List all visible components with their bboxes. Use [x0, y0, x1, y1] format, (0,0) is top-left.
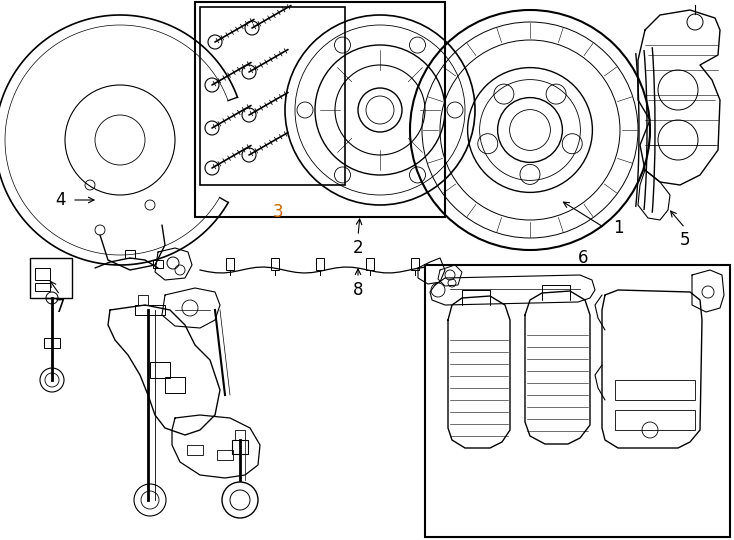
Bar [35, 268, 50, 280]
Text: 7: 7 [55, 298, 65, 316]
Bar [226, 258, 234, 270]
Bar [271, 258, 279, 270]
Bar [232, 440, 248, 454]
Bar [153, 260, 163, 268]
Bar [615, 380, 695, 400]
Text: 5: 5 [680, 231, 690, 249]
Bar [411, 258, 419, 270]
Text: 3: 3 [273, 203, 283, 221]
Bar [135, 305, 165, 315]
Bar [44, 338, 60, 348]
Bar [235, 430, 245, 440]
Bar [217, 450, 233, 460]
Text: 4: 4 [55, 191, 65, 209]
Text: 1: 1 [613, 219, 623, 237]
Bar [165, 377, 185, 393]
Text: 8: 8 [353, 281, 363, 299]
Bar [615, 410, 695, 430]
Text: 6: 6 [578, 249, 588, 267]
Bar [425, 265, 730, 537]
Bar [187, 445, 203, 455]
Bar [35, 283, 50, 291]
Bar [125, 250, 135, 258]
Bar [30, 258, 72, 298]
Text: 2: 2 [353, 239, 363, 257]
Bar [150, 362, 170, 378]
Bar [138, 295, 148, 305]
Bar [316, 258, 324, 270]
Bar [366, 258, 374, 270]
Bar [195, 2, 445, 217]
Bar [200, 7, 345, 185]
